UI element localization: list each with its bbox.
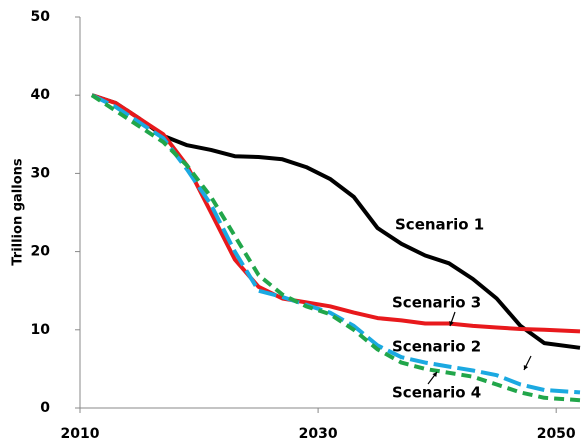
x-tick-label: 2050 [537,426,576,442]
x-tick-label: 2030 [299,426,338,442]
series-label: Scenario 4 [392,384,481,402]
y-tick-label: 10 [31,322,51,338]
y-axis-label: Trillion gallons [11,158,26,266]
series-line [91,93,581,334]
label-arrowhead [432,372,437,377]
y-tick-label: 0 [40,400,50,416]
y-tick-label: 20 [31,244,51,260]
label-arrowhead [523,365,529,370]
series-line [91,93,581,395]
y-tick-label: 40 [31,87,51,103]
series-label: Scenario 1 [395,216,484,234]
series-label: Scenario 2 [392,338,481,356]
x-tick-label: 2010 [61,426,100,442]
y-tick-label: 30 [31,165,51,181]
series-line [90,93,581,403]
y-tick-label: 50 [31,9,51,25]
series-label: Scenario 3 [392,294,481,312]
label-arrowhead [449,321,454,326]
series-line [91,93,581,350]
